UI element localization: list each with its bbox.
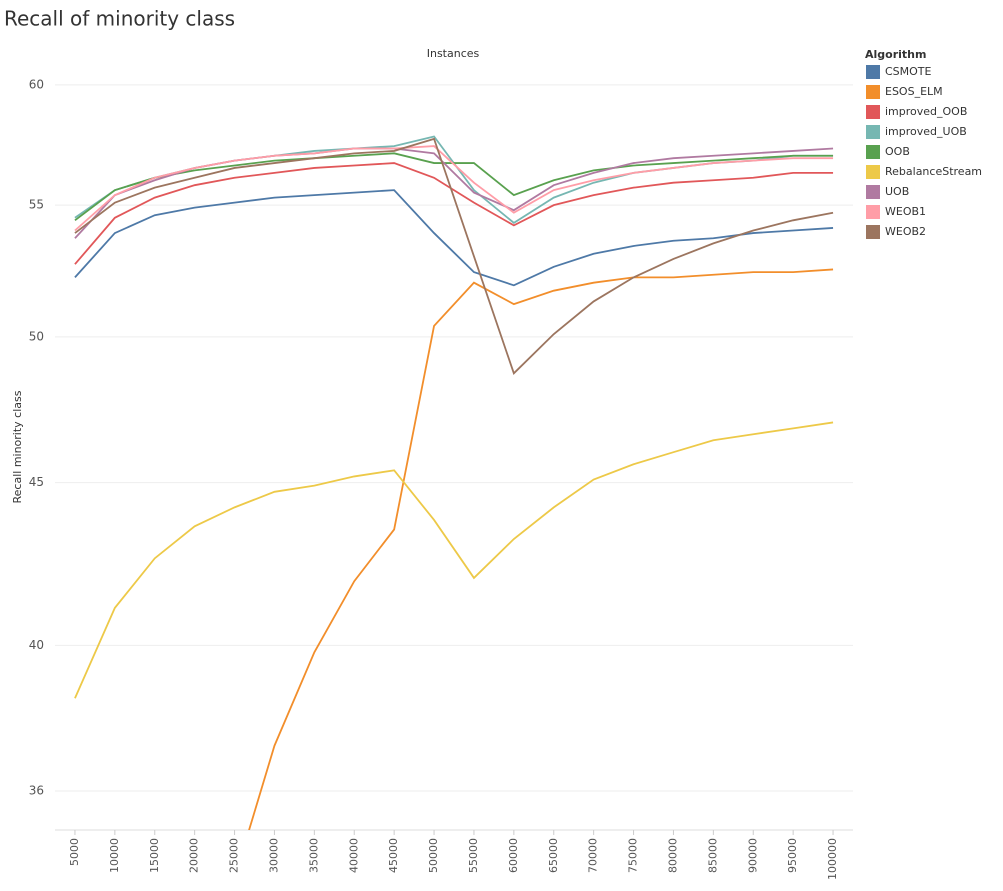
x-tick-label: 75000: [627, 838, 640, 873]
legend-swatch: [866, 125, 880, 139]
legend-title: Algorithm: [865, 48, 926, 61]
x-tick-label: 10000: [108, 838, 121, 873]
legend-swatch: [866, 225, 880, 239]
x-tick-label: 40000: [347, 838, 360, 873]
series-line: [74, 145, 834, 232]
legend-swatch: [866, 105, 880, 119]
series-line: [74, 189, 834, 287]
plot-area: [74, 135, 834, 830]
x-tick-label: 20000: [188, 838, 201, 873]
legend-swatch: [866, 85, 880, 99]
x-tick-label: 80000: [666, 838, 679, 873]
legend-swatch: [866, 165, 880, 179]
x-tick-label: 45000: [387, 838, 400, 873]
x-tick-label: 5000: [68, 838, 81, 866]
y-tick-label: 55: [29, 198, 44, 212]
x-tick-label: 35000: [307, 838, 320, 873]
x-tick-label: 85000: [706, 838, 719, 873]
y-tick-label: 60: [29, 77, 44, 91]
legend-label: OOB: [885, 145, 910, 158]
y-tick-label: 50: [29, 329, 44, 343]
legend-swatch: [866, 185, 880, 199]
x-axis-title: Instances: [427, 47, 480, 60]
legend-swatch: [866, 65, 880, 79]
legend-label: RebalanceStream: [885, 165, 982, 178]
y-tick-label: 36: [29, 784, 44, 798]
legend-swatch: [866, 145, 880, 159]
x-tick-label: 65000: [547, 838, 560, 873]
legend-label: WEOB2: [885, 225, 926, 238]
x-tick-label: 55000: [467, 838, 480, 873]
y-tick-label: 40: [29, 638, 44, 652]
x-tick-label: 70000: [587, 838, 600, 873]
x-tick-label: 100000: [826, 838, 839, 880]
legend-label: CSMOTE: [885, 65, 932, 78]
x-tick-label: 25000: [228, 838, 241, 873]
legend-label: WEOB1: [885, 205, 926, 218]
series-line: [74, 162, 834, 265]
series-line: [74, 421, 834, 699]
y-axis-title: Recall minority class: [11, 390, 24, 503]
series-line: [74, 152, 834, 222]
legend-label: improved_UOB: [885, 125, 967, 138]
x-tick-label: 15000: [148, 838, 161, 873]
series-line: [74, 137, 834, 375]
series-line: [248, 268, 834, 830]
y-tick-label: 45: [29, 475, 44, 489]
legend-swatch: [866, 205, 880, 219]
x-tick-label: 60000: [507, 838, 520, 873]
x-tick-label: 90000: [746, 838, 759, 873]
chart-title: Recall of minority class: [4, 7, 235, 31]
legend-label: ESOS_ELM: [885, 85, 943, 98]
x-tick-label: 30000: [267, 838, 280, 873]
x-tick-label: 95000: [786, 838, 799, 873]
legend-label: improved_OOB: [885, 105, 967, 118]
legend-label: UOB: [885, 185, 909, 198]
x-tick-label: 50000: [427, 838, 440, 873]
